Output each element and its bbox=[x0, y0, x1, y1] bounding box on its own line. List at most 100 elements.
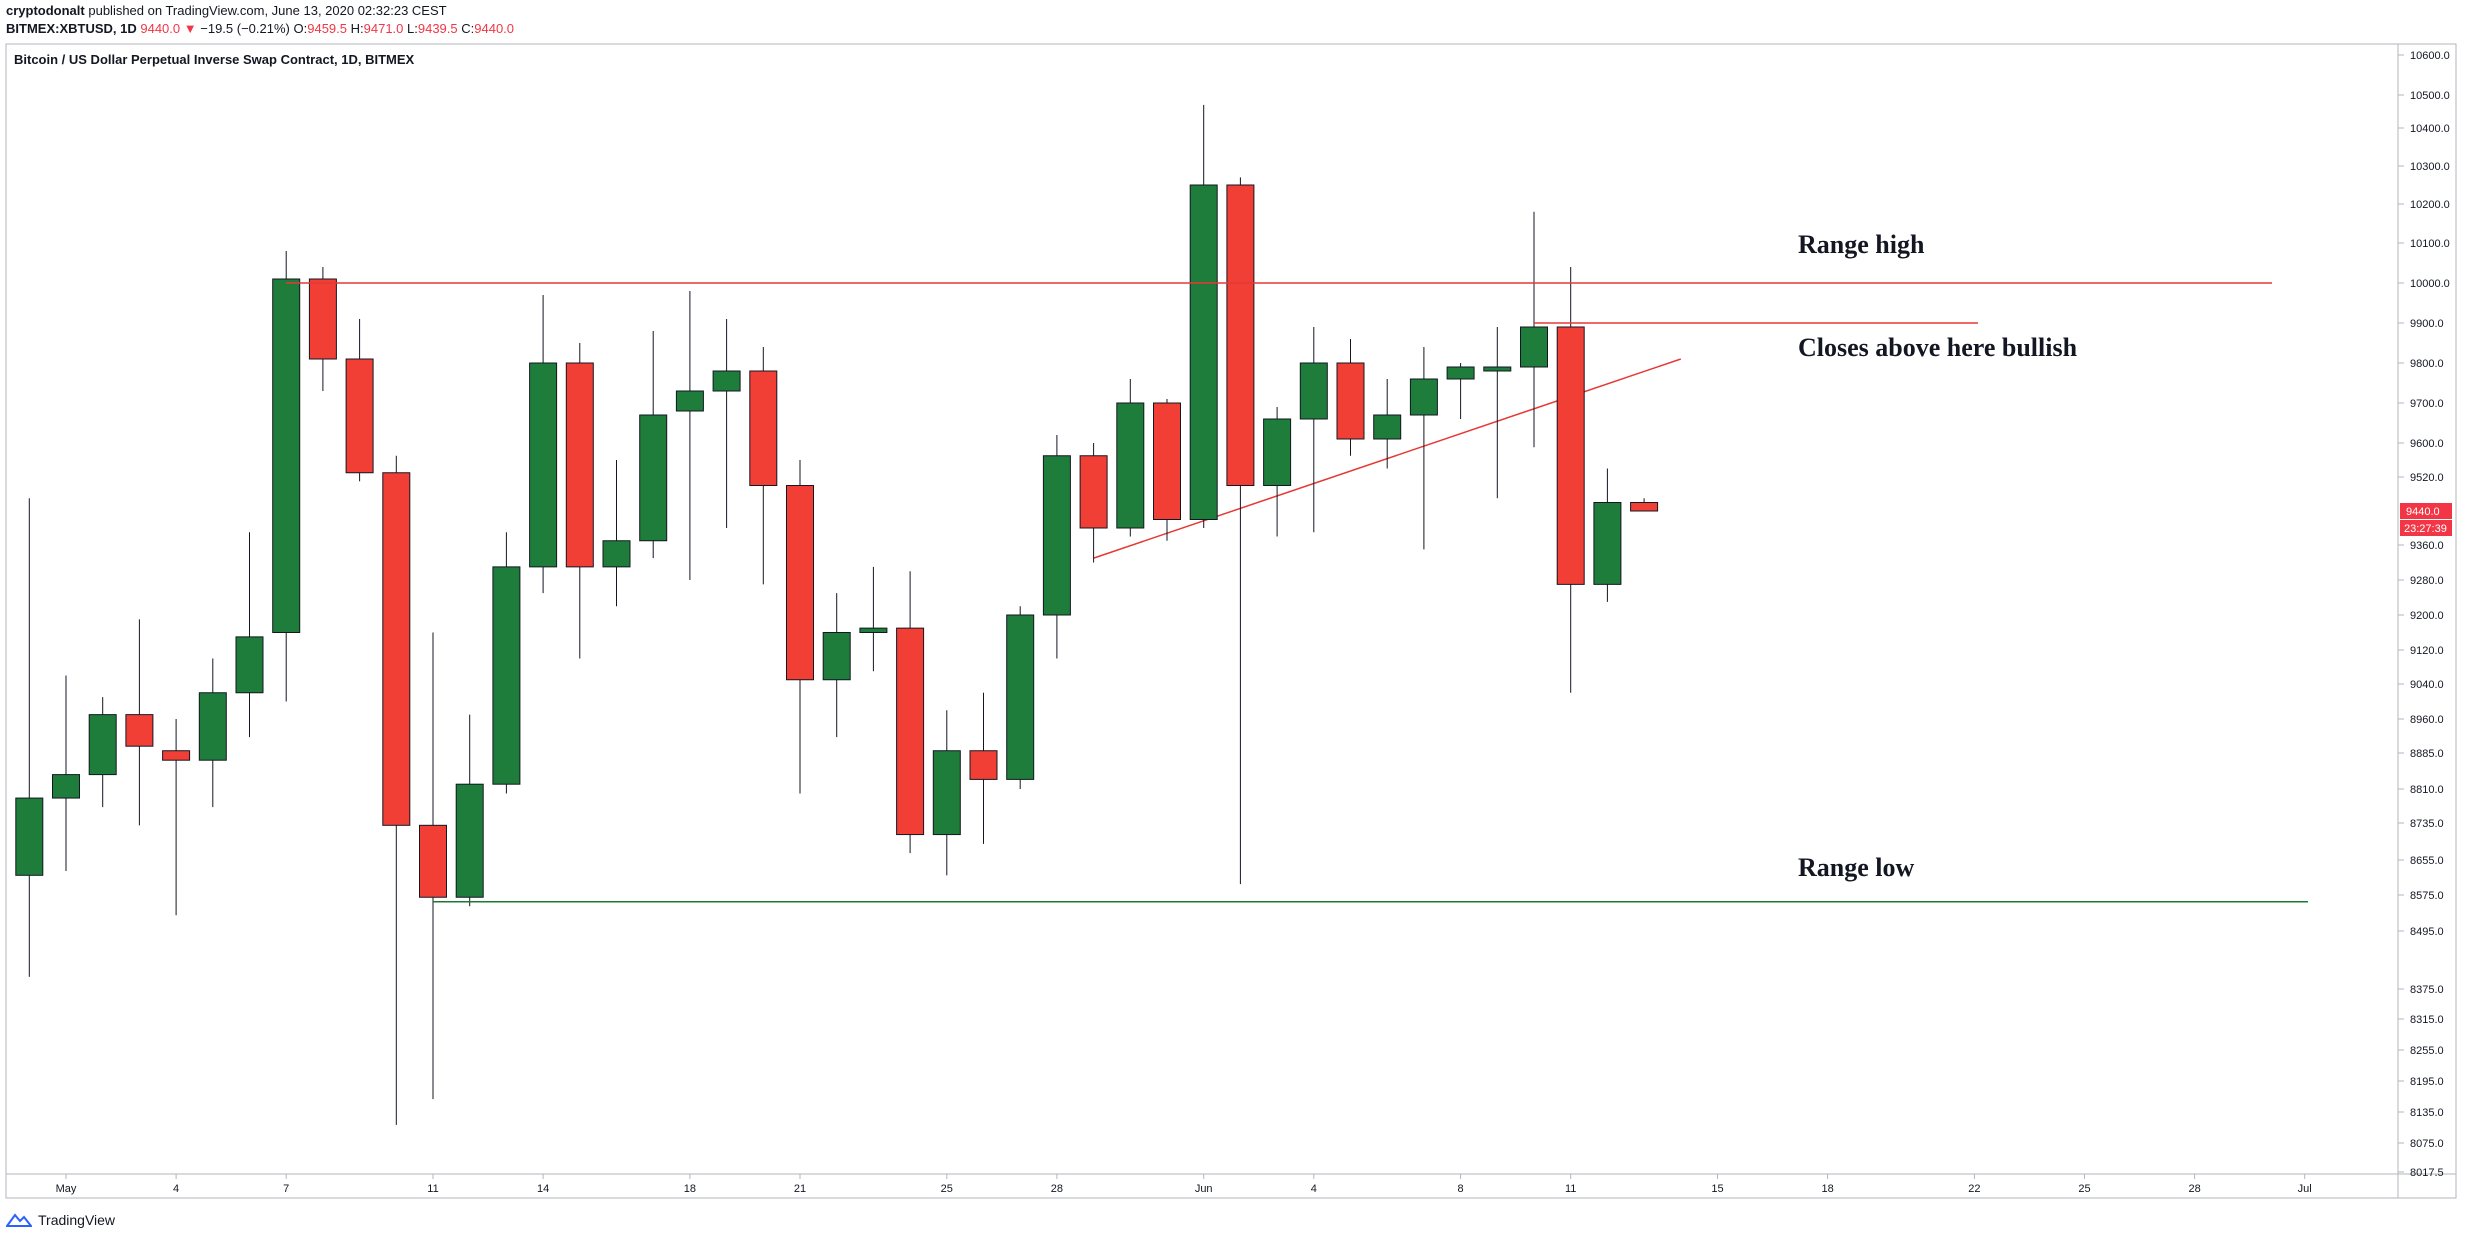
annotation-text[interactable]: Closes above here bullish bbox=[1798, 333, 2078, 362]
candle-body-up bbox=[675, 390, 704, 412]
x-tick-label: 22 bbox=[1968, 1183, 1980, 1195]
candle[interactable] bbox=[896, 571, 925, 854]
author-name[interactable]: cryptodonalt bbox=[6, 3, 85, 18]
candle[interactable] bbox=[162, 719, 191, 916]
candle-body-up bbox=[932, 750, 961, 836]
candle-body-down bbox=[1153, 402, 1181, 520]
candle[interactable] bbox=[1153, 399, 1181, 541]
candle[interactable] bbox=[272, 251, 301, 702]
candle[interactable] bbox=[786, 460, 814, 794]
annotation-text[interactable]: Range high bbox=[1798, 230, 1925, 259]
candle[interactable] bbox=[822, 593, 851, 738]
candle[interactable] bbox=[602, 460, 631, 607]
candle[interactable] bbox=[88, 697, 117, 808]
y-tick-label: 8075.0 bbox=[2410, 1138, 2444, 1150]
x-tick-label: May bbox=[56, 1183, 77, 1195]
candle-body-up bbox=[1373, 414, 1402, 440]
candle-body-up bbox=[492, 566, 521, 785]
candle[interactable] bbox=[1299, 327, 1328, 533]
candle[interactable] bbox=[1189, 104, 1218, 528]
x-tick-label: 18 bbox=[684, 1183, 696, 1195]
candle[interactable] bbox=[1226, 177, 1255, 885]
tradingview-brand[interactable]: TradingView bbox=[38, 1212, 116, 1228]
candle[interactable] bbox=[308, 267, 337, 391]
candle[interactable] bbox=[969, 692, 998, 844]
y-tick-label: 10100.0 bbox=[2410, 238, 2450, 250]
x-tick-label: 18 bbox=[1821, 1183, 1833, 1195]
candle[interactable] bbox=[1593, 468, 1622, 602]
open-label: O: bbox=[293, 21, 308, 36]
x-tick-label: 14 bbox=[537, 1183, 549, 1195]
candle[interactable] bbox=[1373, 379, 1402, 469]
symbol-label: BITMEX:XBTUSD, 1D bbox=[6, 21, 137, 36]
tradingview-logo-icon[interactable] bbox=[6, 1212, 32, 1228]
candle-body-down bbox=[896, 627, 925, 836]
candle-body-down bbox=[1556, 326, 1585, 585]
y-tick-label: 10400.0 bbox=[2410, 123, 2450, 135]
publish-info: cryptodonalt published on TradingView.co… bbox=[6, 3, 447, 18]
candle[interactable] bbox=[1263, 407, 1292, 537]
candle-body-up bbox=[822, 632, 851, 681]
candle[interactable] bbox=[1630, 498, 1659, 512]
close-label: C: bbox=[461, 21, 475, 36]
candle-body-up bbox=[1006, 614, 1035, 780]
y-tick-label: 8255.0 bbox=[2410, 1045, 2444, 1057]
x-tick-label: 4 bbox=[173, 1183, 179, 1195]
candle[interactable] bbox=[1409, 347, 1438, 550]
y-tick-label: 8655.0 bbox=[2410, 855, 2444, 867]
candle-body-up bbox=[88, 714, 117, 776]
last-price-badge-label: 9440.0 bbox=[2406, 506, 2440, 518]
candle[interactable] bbox=[345, 319, 374, 482]
countdown-label: 23:27:39 bbox=[2404, 523, 2447, 535]
candle-body-up bbox=[198, 692, 227, 761]
candle[interactable] bbox=[235, 532, 264, 738]
y-tick-label: 8017.5 bbox=[2410, 1167, 2444, 1179]
candle[interactable] bbox=[1446, 363, 1475, 419]
candle[interactable] bbox=[1556, 267, 1585, 693]
candle-body-up bbox=[1042, 455, 1071, 616]
candle[interactable] bbox=[52, 675, 80, 871]
candle-body-down bbox=[382, 472, 411, 826]
candle[interactable] bbox=[859, 566, 888, 672]
candle-body-down bbox=[565, 362, 594, 568]
y-tick-label: 8135.0 bbox=[2410, 1107, 2444, 1119]
y-tick-label: 8810.0 bbox=[2410, 784, 2444, 796]
candle[interactable] bbox=[639, 331, 668, 559]
candle[interactable] bbox=[1520, 211, 1548, 448]
candle[interactable] bbox=[1042, 435, 1071, 659]
candle-body-down bbox=[969, 750, 998, 780]
candle-body-up bbox=[1446, 366, 1475, 380]
candle[interactable] bbox=[198, 658, 227, 808]
annotation-text[interactable]: Range low bbox=[1798, 853, 1915, 882]
candle[interactable] bbox=[932, 710, 961, 876]
candle[interactable] bbox=[15, 498, 44, 977]
x-tick-label: 8 bbox=[1458, 1183, 1464, 1195]
candle[interactable] bbox=[125, 619, 154, 826]
x-tick-label: 11 bbox=[1565, 1183, 1576, 1195]
y-tick-label: 10000.0 bbox=[2410, 278, 2450, 290]
candle[interactable] bbox=[382, 455, 411, 1125]
candle-body-up bbox=[1263, 418, 1292, 486]
candle-body-up bbox=[712, 370, 741, 392]
candle[interactable] bbox=[675, 291, 704, 580]
candle[interactable] bbox=[455, 714, 484, 907]
candle[interactable] bbox=[529, 295, 558, 594]
candle[interactable] bbox=[419, 632, 447, 1100]
x-tick-label: 28 bbox=[2188, 1183, 2200, 1195]
x-tick-label: 7 bbox=[283, 1183, 289, 1195]
candle[interactable] bbox=[1079, 443, 1108, 563]
candle[interactable] bbox=[712, 319, 741, 528]
candle[interactable] bbox=[1006, 606, 1035, 789]
candle[interactable] bbox=[1483, 327, 1512, 499]
candle-body-down bbox=[125, 714, 154, 747]
y-tick-label: 9040.0 bbox=[2410, 679, 2444, 691]
candle[interactable] bbox=[1116, 379, 1145, 537]
candle[interactable] bbox=[492, 532, 521, 794]
y-tick-label: 9120.0 bbox=[2410, 645, 2444, 657]
candle[interactable] bbox=[749, 347, 778, 585]
candle[interactable] bbox=[1336, 339, 1365, 456]
x-tick-label: 4 bbox=[1311, 1183, 1317, 1195]
y-tick-label: 9900.0 bbox=[2410, 318, 2444, 330]
candle[interactable] bbox=[565, 343, 594, 659]
